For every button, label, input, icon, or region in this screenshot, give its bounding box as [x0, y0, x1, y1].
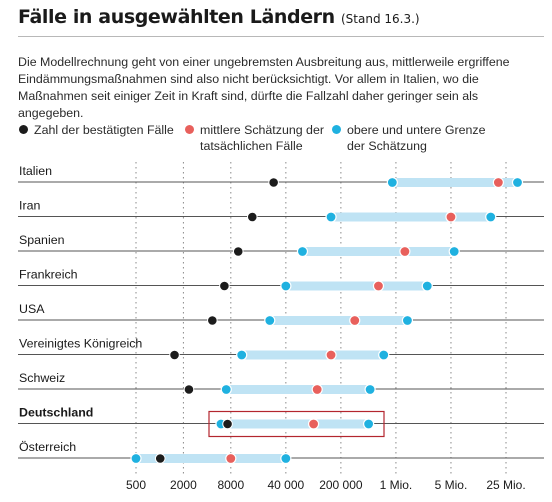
estimate-dot [349, 314, 361, 327]
legend-estimate-dot-icon [185, 125, 194, 134]
confirmed-dot [169, 349, 180, 361]
legend-confirmed: Zahl der bestätigten Fälle [19, 122, 174, 138]
confirmed-dot [268, 177, 279, 188]
lower-bound-dot [325, 211, 337, 223]
title-text: Fälle in ausgewählten Ländern [18, 6, 335, 28]
x-tick-label: 5 Mio. [435, 478, 468, 492]
upper-bound-dot [448, 245, 460, 258]
confirmed-dot [246, 211, 258, 223]
upper-bound-dot [401, 314, 414, 327]
country-label: Spanien [19, 233, 65, 247]
country-label: Frankreich [19, 268, 78, 282]
upper-bound-dot [280, 452, 292, 465]
x-tick-label: 2000 [170, 478, 197, 492]
upper-bound-dot [378, 349, 390, 361]
x-tick-label: 25 Mio. [486, 478, 525, 492]
upper-bound-dot [511, 176, 524, 189]
x-tick-label: 1 Mio. [380, 478, 413, 492]
estimate-dot [325, 349, 337, 361]
legend-bounds-dot-icon [332, 125, 341, 134]
lower-bound-dot [130, 452, 142, 465]
estimate-dot [399, 245, 411, 258]
estimate-dot [492, 176, 504, 189]
confirmed-dot [183, 384, 195, 395]
country-label: Schweiz [19, 371, 65, 385]
legend-bounds: obere und untere Grenze der Schätzung [332, 122, 486, 154]
country-label: USA [19, 302, 45, 316]
upper-bound-dot [363, 418, 375, 430]
country-label: Vereinigtes Königreich [19, 337, 142, 351]
legend: Zahl der bestätigten Fälle mittlere Schä… [0, 122, 552, 162]
upper-bound-dot [421, 280, 433, 292]
chart-title: Fälle in ausgewählten Ländern (Stand 16.… [18, 6, 420, 28]
country-label: Italien [19, 164, 52, 178]
chart-description: Die Modellrechnung geht von einer ungebr… [18, 55, 510, 120]
x-tick-label: 500 [126, 478, 146, 492]
confirmed-dot [222, 418, 233, 430]
lower-bound-dot [264, 314, 276, 327]
lower-bound-dot [236, 349, 248, 361]
estimate-dot [311, 383, 323, 396]
estimate-dot [445, 211, 457, 223]
confirmed-dot [232, 246, 244, 257]
lower-bound-dot [220, 383, 232, 396]
x-tick-label: 8000 [217, 478, 244, 492]
x-tick-label: 40 000 [267, 478, 304, 492]
lower-bound-dot [296, 245, 309, 258]
estimate-dot [225, 452, 237, 465]
confirmed-dot [207, 315, 218, 326]
country-label: Iran [19, 199, 40, 213]
highlight-box [208, 410, 385, 438]
lower-bound-dot [386, 176, 398, 189]
legend-bounds-label-2: der Schätzung [347, 139, 427, 153]
title-stand: (Stand 16.3.) [341, 12, 420, 26]
upper-bound-dot [364, 383, 376, 396]
legend-estimate: mittlere Schätzung der tatsächlichen Fäl… [185, 122, 324, 154]
legend-bounds-label-1: obere und untere Grenze [347, 123, 486, 137]
country-label: Österreich [19, 440, 76, 454]
lower-bound-dot [280, 280, 292, 292]
estimate-dot [372, 280, 385, 292]
confirmed-dot [219, 280, 230, 292]
title-divider [18, 36, 544, 37]
x-tick-label: 200 000 [319, 478, 363, 492]
legend-estimate-label-1: mittlere Schätzung der [200, 123, 324, 137]
estimate-dot [307, 418, 320, 430]
legend-estimate-label-2: tatsächlichen Fälle [200, 139, 303, 153]
confirmed-dot [154, 453, 166, 464]
country-label: Deutschland [19, 406, 93, 420]
upper-bound-dot [485, 211, 497, 223]
legend-confirmed-dot-icon [19, 125, 28, 134]
legend-confirmed-label: Zahl der bestätigten Fälle [34, 123, 174, 137]
